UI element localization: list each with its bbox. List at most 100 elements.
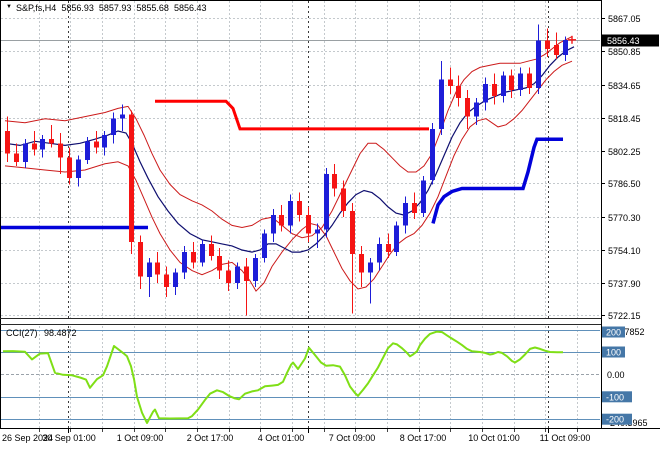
symbol-dropdown-icon[interactable]: ▼	[6, 4, 12, 10]
candle-body	[32, 143, 37, 150]
candle-body	[182, 252, 187, 273]
candle-body	[129, 114, 134, 242]
time-axis-label: 10 Oct 01:00	[468, 433, 520, 443]
candle-body	[155, 262, 160, 275]
cci-name: CCI(27)	[6, 328, 38, 338]
resistance-step-line	[155, 99, 429, 131]
time-axis-label: 7 Oct 09:00	[329, 433, 376, 443]
cci-axis-badge	[602, 391, 632, 403]
time-axis-label: 30 Sep 01:00	[42, 433, 96, 443]
grid-group	[1, 1, 600, 429]
candle-body	[518, 73, 523, 90]
candle-body	[85, 141, 90, 160]
cci-indicator-label: CCI(27) 98.4872	[6, 328, 77, 339]
candle-body	[332, 174, 337, 189]
cci-levels-group	[1, 330, 600, 420]
candle-body	[262, 233, 267, 259]
candle-body	[58, 143, 63, 158]
candle-body	[191, 252, 196, 263]
price-badge-rect	[602, 34, 659, 47]
candle-body	[359, 254, 364, 273]
candle-body	[244, 266, 249, 281]
ohlc-close-value: 5856.43	[173, 3, 207, 13]
price-axis-label: 5754.10	[608, 246, 641, 256]
candle-body	[554, 44, 559, 56]
candle-body	[5, 131, 10, 154]
candle-body	[253, 258, 258, 281]
symbol-period-label: S&P,fs,H4	[15, 3, 57, 13]
price-badge: 5856.43	[602, 34, 659, 47]
time-axis-label: 8 Oct 17:00	[400, 433, 447, 443]
ohlc-low-value: 5855.68	[136, 3, 169, 13]
band-upper-line	[4, 36, 573, 239]
candle-body	[111, 118, 116, 136]
candle-body	[324, 174, 329, 230]
candle-body	[394, 225, 399, 253]
candle-body	[164, 274, 169, 287]
candle-body	[40, 139, 45, 150]
price-badge-text: 5856.43	[607, 36, 640, 46]
candle-body	[527, 73, 532, 88]
candle-body	[49, 139, 54, 144]
cci-axis-badge	[602, 346, 625, 358]
candle-body	[23, 143, 28, 162]
frame-group	[0, 0, 660, 429]
candle-body	[386, 243, 391, 253]
price-axis-label: 5818.45	[608, 114, 641, 124]
support-step-line-right	[431, 137, 563, 224]
cci-panel-group	[2, 330, 564, 424]
price-axis-label: 5737.90	[608, 279, 641, 289]
candle-body	[430, 128, 435, 181]
candle-body	[563, 39, 568, 56]
candle-body	[147, 262, 152, 277]
candle-body	[341, 188, 346, 212]
price-axis-label: 5786.50	[608, 179, 641, 189]
candle-body	[465, 98, 470, 117]
time-axis-label: 4 Oct 01:00	[258, 433, 305, 443]
candle-body	[315, 229, 320, 234]
chart-title: ▼ S&P,fs,H4 5856.93 5857.93 5855.68 5856…	[6, 3, 207, 14]
candle-body	[235, 266, 240, 283]
candle-body	[120, 114, 125, 119]
candle-body	[448, 79, 453, 86]
candle-body	[421, 180, 426, 214]
price-axis-label: 5867.05	[608, 14, 641, 24]
time-axis-label: 11 Oct 09:00	[540, 433, 591, 443]
cci-line	[2, 330, 564, 424]
candle-body	[94, 141, 99, 148]
candle-body	[474, 102, 479, 117]
time-axis-label: 1 Oct 09:00	[117, 433, 164, 443]
band-lower-line	[4, 60, 573, 292]
candle-body	[483, 83, 488, 103]
candle-body	[209, 243, 214, 257]
candle-body	[306, 215, 311, 234]
price-axis-group: 5867.05 5850.85 5834.65 5818.45 5802.25 5786.…	[601, 14, 641, 321]
ohlc-open-value: 5856.93	[61, 3, 94, 13]
current-price-cross-icon	[568, 35, 576, 44]
ohlc-high-value: 5857.93	[98, 3, 132, 13]
time-axis-label: 26 Sep 2024	[2, 433, 53, 443]
candle-body	[200, 243, 205, 263]
candle-body	[501, 75, 506, 97]
candle-body	[439, 79, 444, 129]
time-axis-label: 2 Oct 17:00	[187, 433, 234, 443]
cci-zero-label: 0.00	[607, 370, 625, 380]
candle-body	[76, 159, 81, 179]
candle-body	[67, 157, 72, 179]
cci-axis-badge-text: -100	[606, 392, 624, 402]
cci-current-value: 98.4872	[44, 328, 77, 338]
price-axis-label: 5770.30	[608, 213, 641, 223]
cci-max-label: 215.7852	[607, 327, 645, 337]
candles-group	[5, 24, 568, 316]
candle-body	[545, 40, 550, 49]
candle-body	[173, 272, 178, 287]
cci-axis-badge-text: 100	[606, 348, 621, 358]
candle-body	[217, 256, 222, 271]
candle-body	[509, 75, 514, 90]
candle-body	[297, 200, 302, 216]
